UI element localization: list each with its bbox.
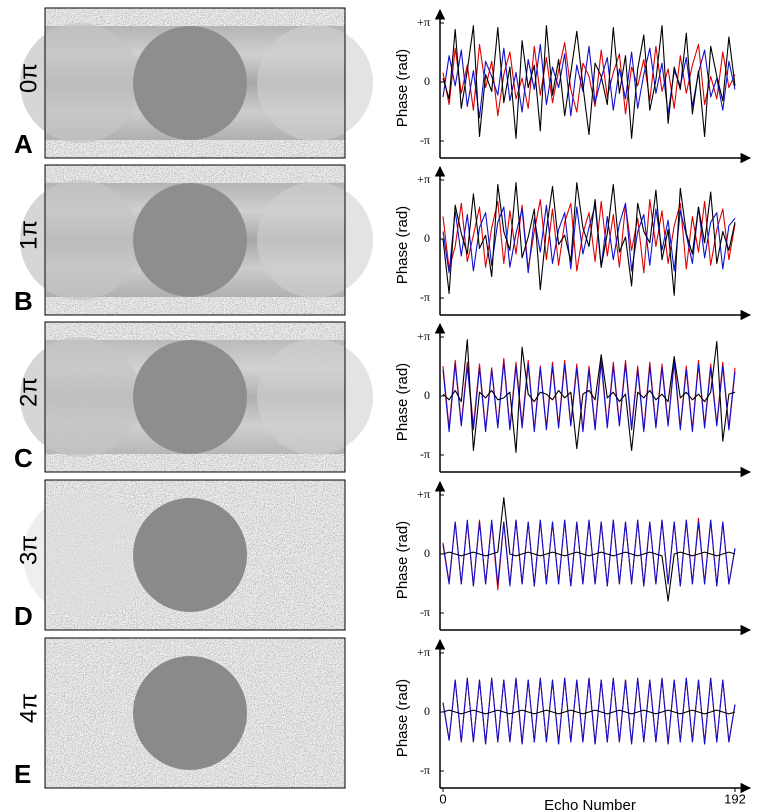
phase-line [442, 709, 736, 715]
y-tick-label: -π [420, 763, 430, 777]
side-phantom [20, 337, 140, 457]
side-phantom [20, 180, 140, 300]
phase-line [442, 43, 736, 119]
phase-line [442, 361, 736, 433]
y-tick-label: +π [417, 645, 430, 659]
x-tick-label: 192 [724, 791, 746, 806]
phase-line [442, 42, 736, 117]
y-axis-label: Phase (rad) [394, 49, 411, 127]
y-tick-label: +π [417, 487, 430, 501]
y-tick-label: -π [420, 605, 430, 619]
y-tick-label: 0 [424, 704, 430, 718]
side-phantom [257, 182, 373, 298]
y-axis-label: Phase (rad) [394, 206, 411, 284]
side-phantom [257, 339, 373, 455]
phase-image [20, 164, 373, 316]
panel-letter: D [14, 601, 33, 631]
y-tick-label: -π [420, 133, 430, 147]
side-phantom [257, 25, 373, 141]
phase-line [442, 677, 736, 745]
y-axis-label: Phase (rad) [394, 521, 411, 599]
image-frame [44, 479, 346, 631]
phase-line [442, 182, 736, 296]
side-phantom [20, 23, 140, 143]
phase-label: 0π [15, 63, 42, 93]
y-tick-label: -π [420, 290, 430, 304]
y-axis-label: Phase (rad) [394, 363, 411, 441]
x-tick-label: 0 [439, 791, 446, 806]
x-axis-label: Echo Number [544, 797, 636, 812]
side-phantom [23, 493, 147, 617]
y-tick-label: -π [420, 447, 430, 461]
phase-line [442, 517, 736, 591]
phase-image [20, 321, 373, 473]
y-tick-label: 0 [424, 231, 430, 245]
panel-letter: B [14, 286, 33, 316]
panel-letter: C [14, 443, 33, 473]
phase-image [44, 637, 346, 789]
y-tick-label: 0 [424, 546, 430, 560]
panel-letter: E [14, 759, 31, 789]
main-phantom [133, 26, 247, 140]
phase-label: 2π [15, 377, 42, 407]
phase-label: 3π [15, 535, 42, 565]
main-phantom [133, 340, 247, 454]
phase-line [442, 25, 736, 139]
main-phantom [133, 183, 247, 297]
phase-label: 1π [15, 220, 42, 250]
y-tick-label: +π [417, 172, 430, 186]
phase-line [442, 339, 736, 453]
phase-line [442, 497, 736, 602]
y-tick-label: +π [417, 329, 430, 343]
image-frame [44, 637, 346, 789]
image-frame [44, 7, 346, 159]
image-frame [44, 164, 346, 316]
y-axis-label: Phase (rad) [394, 679, 411, 757]
main-phantom [133, 656, 247, 770]
phase-image [20, 7, 373, 159]
phase-line [442, 519, 736, 587]
y-tick-label: 0 [424, 388, 430, 402]
phase-label: 4π [15, 693, 42, 723]
y-tick-label: +π [417, 15, 430, 29]
phase-image [23, 479, 346, 631]
image-frame [44, 321, 346, 473]
phase-line [442, 199, 736, 274]
panel-letter: A [14, 129, 33, 159]
phase-line [442, 357, 736, 431]
y-tick-label: 0 [424, 74, 430, 88]
main-phantom [133, 498, 247, 612]
